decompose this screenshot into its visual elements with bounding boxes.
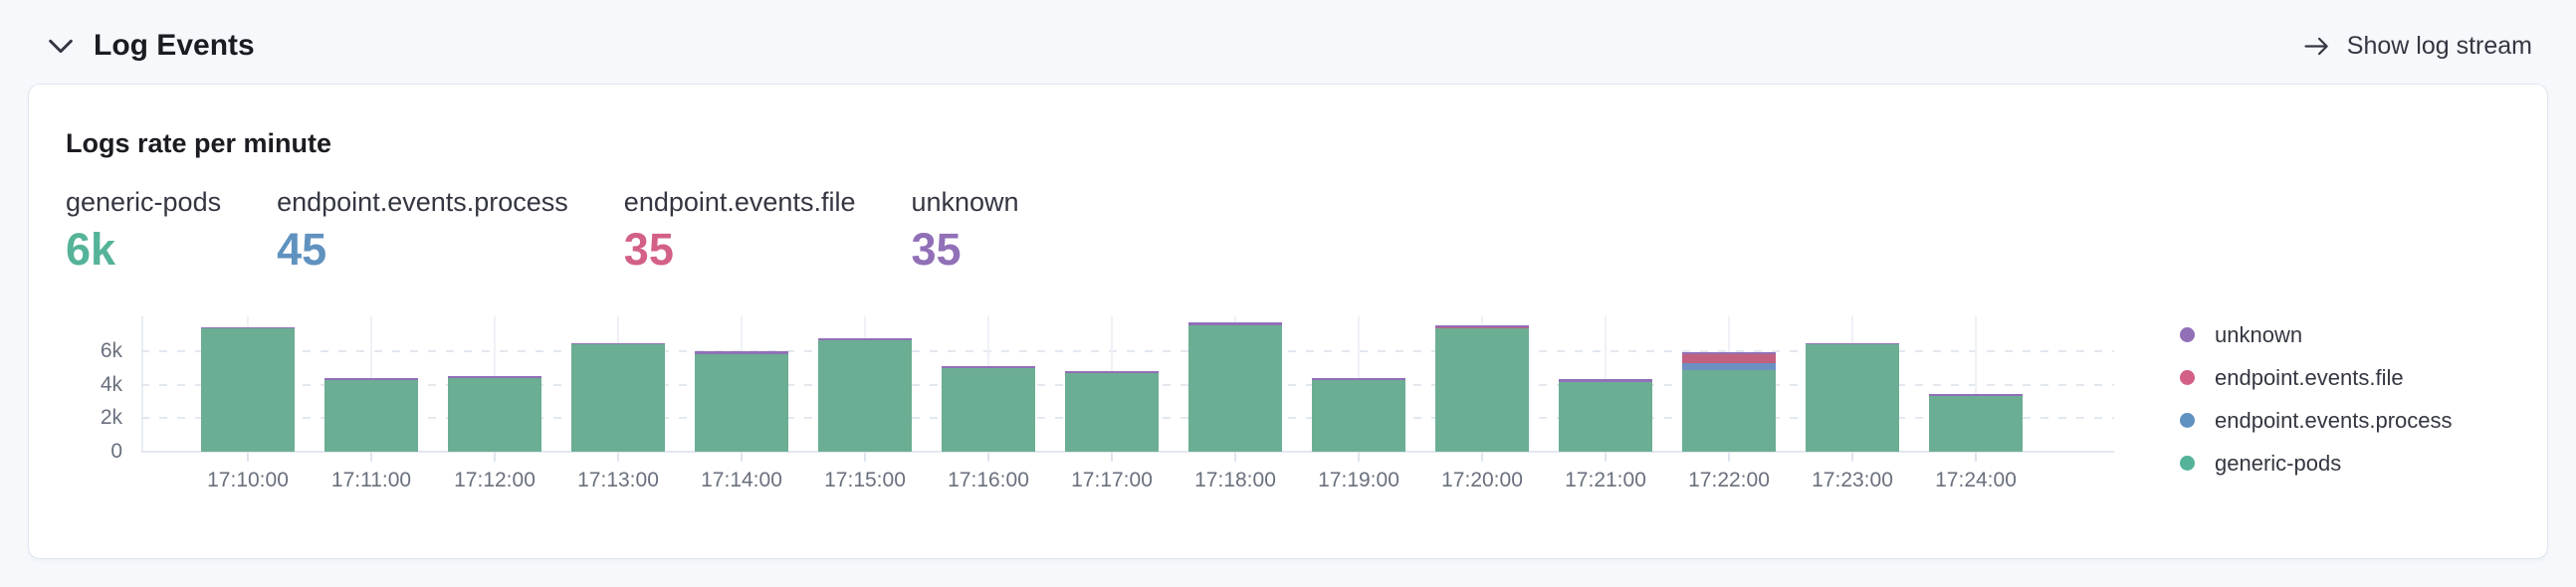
bar-segment-unknown-17:18:00[interactable]: [1188, 321, 1282, 325]
bar-segment-endpoint.events.file-17:20:00[interactable]: [1435, 326, 1529, 329]
bar-segment-generic-pods-17:21:00[interactable]: [1559, 381, 1652, 452]
chevron-down-icon: [49, 39, 73, 54]
arrow-right-icon: [2304, 37, 2328, 55]
metric-value: 35: [623, 224, 674, 275]
metric-label: unknown: [911, 187, 1019, 217]
metric-endpoint-events-file: endpoint.events.file 35: [624, 187, 856, 272]
bar-segment-unknown-17:14:00[interactable]: [695, 350, 788, 354]
metric-label: generic-pods: [66, 187, 222, 217]
bar-segment-unknown-17:24:00[interactable]: [1929, 394, 2023, 396]
bar-segment-unknown-17:10:00[interactable]: [201, 326, 295, 329]
bar-segment-generic-pods-17:17:00[interactable]: [1065, 372, 1159, 452]
metric-value: 45: [277, 224, 327, 275]
legend-dot: [2180, 370, 2195, 385]
bar-segment-unknown-17:13:00[interactable]: [571, 342, 665, 345]
legend-dot: [2180, 456, 2195, 471]
bar-segment-unknown-17:16:00[interactable]: [942, 366, 1035, 368]
metric-label: endpoint.events.file: [623, 187, 856, 217]
legend-label: endpoint.events.process: [2215, 407, 2453, 433]
bar-segment-generic-pods-17:18:00[interactable]: [1188, 324, 1282, 452]
bar-segment-unknown-17:19:00[interactable]: [1312, 378, 1405, 380]
logs-rate-panel: Logs rate per minute generic-pods 6k end…: [28, 84, 2548, 559]
bar-segment-generic-pods-17:23:00[interactable]: [1806, 344, 1899, 452]
bar-segment-unknown-17:22:00[interactable]: [1682, 352, 1776, 355]
legend-item-generic-pods[interactable]: generic-pods: [2180, 442, 2453, 485]
bar-segment-unknown-17:20:00[interactable]: [1435, 325, 1529, 327]
legend-label: endpoint.events.file: [2215, 364, 2404, 390]
bar-segment-generic-pods-17:22:00[interactable]: [1682, 370, 1776, 452]
bar-segment-unknown-17:21:00[interactable]: [1559, 379, 1652, 382]
bar-segment-unknown-17:12:00[interactable]: [448, 376, 541, 378]
legend-dot: [2180, 413, 2195, 428]
bar-segment-generic-pods-17:19:00[interactable]: [1312, 379, 1405, 452]
bar-segment-generic-pods-17:11:00[interactable]: [324, 379, 418, 452]
bar-segment-generic-pods-17:14:00[interactable]: [695, 353, 788, 452]
bar-segment-generic-pods-17:12:00[interactable]: [448, 377, 541, 452]
legend-label: unknown: [2215, 321, 2303, 347]
panel-title: Logs rate per minute: [66, 128, 332, 158]
legend-item-unknown[interactable]: unknown: [2180, 313, 2453, 356]
bar-segment-generic-pods-17:24:00[interactable]: [1929, 395, 2023, 452]
metric-endpoint-events-process: endpoint.events.process 45: [277, 187, 568, 272]
legend-label: generic-pods: [2215, 450, 2342, 476]
bar-segment-generic-pods-17:16:00[interactable]: [942, 367, 1035, 452]
metric-label: endpoint.events.process: [277, 187, 568, 217]
bar-segment-generic-pods-17:20:00[interactable]: [1435, 328, 1529, 452]
legend-item-endpoint.events.file[interactable]: endpoint.events.file: [2180, 356, 2453, 399]
bar-segment-unknown-17:11:00[interactable]: [324, 378, 418, 380]
bar-segment-endpoint.events.process-17:22:00[interactable]: [1682, 362, 1776, 371]
bar-segment-unknown-17:23:00[interactable]: [1806, 342, 1899, 345]
show-log-stream-button[interactable]: Show log stream: [2303, 33, 2532, 60]
metric-generic-pods: generic-pods 6k: [66, 187, 221, 272]
section-title: Log Events: [94, 29, 255, 62]
show-log-stream-label: Show log stream: [2346, 31, 2532, 60]
metric-value: 6k: [66, 224, 116, 275]
metrics-row: generic-pods 6k endpoint.events.process …: [66, 187, 1019, 272]
legend-item-endpoint.events.process[interactable]: endpoint.events.process: [2180, 399, 2453, 442]
log-events-header: Log Events Show log stream: [46, 18, 2532, 74]
bar-segment-unknown-17:17:00[interactable]: [1065, 371, 1159, 373]
bar-segment-generic-pods-17:10:00[interactable]: [201, 328, 295, 452]
legend-dot: [2180, 327, 2195, 342]
metric-unknown: unknown 35: [911, 187, 1018, 272]
bar-segment-generic-pods-17:15:00[interactable]: [818, 339, 912, 452]
chart-legend: unknown endpoint.events.file endpoint.even…: [2180, 313, 2453, 485]
metric-value: 35: [911, 224, 962, 275]
bar-segment-generic-pods-17:13:00[interactable]: [571, 344, 665, 452]
bar-segment-endpoint.events.file-17:22:00[interactable]: [1682, 354, 1776, 363]
bar-segment-unknown-17:15:00[interactable]: [818, 338, 912, 340]
log-events-accordion-toggle[interactable]: Log Events: [46, 31, 255, 61]
